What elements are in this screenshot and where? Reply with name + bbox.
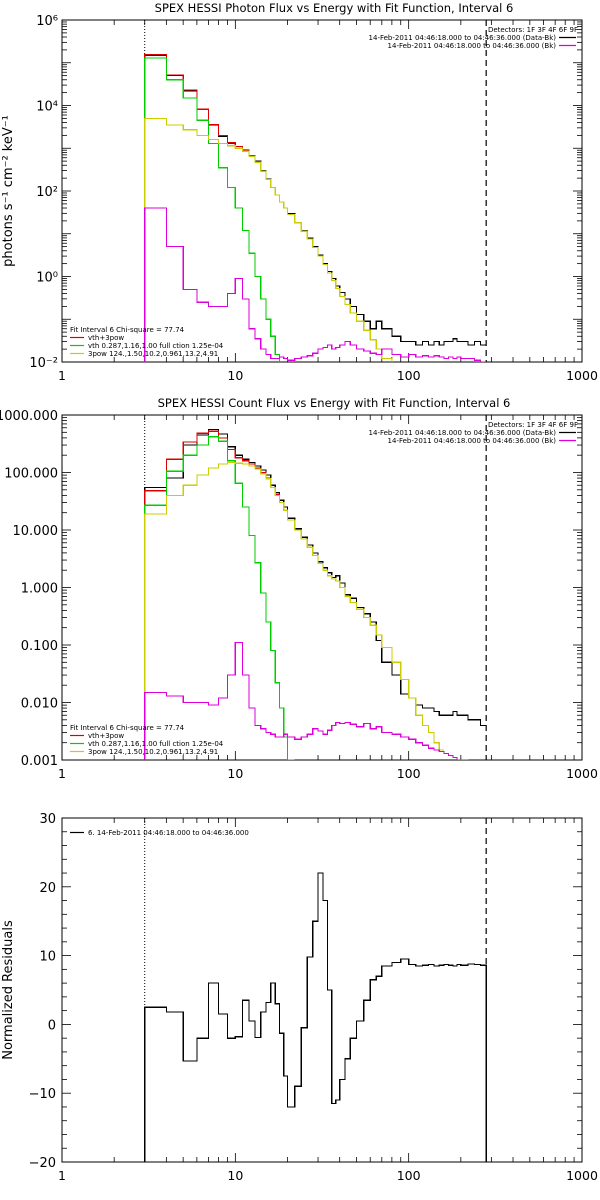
- y-tick-label: 10⁰: [36, 271, 58, 286]
- legend-entry-label: 14-Feb-2011 04:46:18.000 to 04:46:36.000…: [369, 429, 557, 437]
- y-axis-label: Normalized Residuals: [1, 920, 16, 1060]
- y-tick-label: −10: [29, 1087, 56, 1102]
- y-tick-label: 10: [39, 950, 56, 965]
- legend-entry-label: vth 0.287,1.16,1.00 full ction 1.25e-04: [88, 342, 224, 350]
- series-vth-line: [144, 57, 281, 362]
- series-3pow-line: [144, 461, 444, 760]
- y-tick-label: 10⁻²: [29, 356, 58, 371]
- x-tick-label: 100: [397, 368, 421, 383]
- plot-frame: [61, 817, 583, 1163]
- x-tick-label: 1000: [566, 368, 598, 383]
- x-tick-label: 100: [397, 766, 421, 781]
- legend-header: Fit Interval 6 Chi-square = 77.74: [70, 724, 185, 732]
- x-tick-label: 10: [227, 766, 243, 781]
- legend-entry-label: 14-Feb-2011 04:46:18.000 to 04:46:36.000…: [369, 34, 557, 42]
- x-tick-label: 1: [58, 368, 66, 383]
- y-tick-label: 10²: [36, 185, 58, 200]
- series-bk-line: [144, 642, 469, 760]
- chart-title: SPEX HESSI Count Flux vs Energy with Fit…: [158, 396, 511, 410]
- x-tick-label: 1000: [566, 1168, 598, 1183]
- legend-entry-label: vth 0.287,1.16,1.00 full ction 1.25e-04: [88, 740, 224, 748]
- legend-header: Detectors: 1F 3F 4F 6F 9F: [488, 26, 578, 34]
- y-tick-label: 10⁶: [36, 14, 58, 29]
- series-6-14-feb-2011-04-46-18-000-to-04-46-36-000-line: [144, 872, 487, 1162]
- x-tick-label: 1000: [566, 766, 598, 781]
- chart-panel-1: SPEX HESSI Photon Flux vs Energy with Fi…: [1, 1, 598, 383]
- y-tick-label: 0.010: [21, 697, 58, 712]
- legend-header: Detectors: 1F 3F 4F 6F 9F: [488, 421, 578, 429]
- series-3pow-line: [144, 117, 393, 362]
- y-tick-label: 1.000: [21, 582, 58, 597]
- y-tick-label: 0: [48, 1018, 56, 1033]
- legend-entry-label: 14-Feb-2011 04:46:18.000 to 04:46:36.000…: [388, 42, 557, 50]
- legend-header: Fit Interval 6 Chi-square = 77.74: [70, 326, 185, 334]
- series-group: [144, 54, 487, 362]
- legend-entry-label: vth+3pow: [88, 732, 124, 740]
- plot-frame: [61, 414, 583, 761]
- legend-entry-label: 3pow 124.,1.50,10.2,0.961,13.2,4.91: [88, 748, 218, 756]
- legend-entry-label: 14-Feb-2011 04:46:18.000 to 04:46:36.000…: [388, 437, 557, 445]
- x-tick-label: 1: [58, 1168, 66, 1183]
- series-group: [144, 872, 487, 1162]
- chart-title: SPEX HESSI Photon Flux vs Energy with Fi…: [155, 1, 514, 15]
- legend-entry-label: 6. 14-Feb-2011 04:46:18.000 to 04:46:36.…: [88, 829, 249, 837]
- x-tick-label: 10: [227, 368, 243, 383]
- series-bk-line: [144, 207, 487, 362]
- x-tick-label: 1: [58, 766, 66, 781]
- y-tick-label: 20: [39, 881, 56, 896]
- chart-panel-2: SPEX HESSI Count Flux vs Energy with Fit…: [0, 396, 598, 781]
- y-tick-label: 30: [39, 812, 56, 827]
- x-tick-label: 10: [227, 1168, 243, 1183]
- series-vth-line: [144, 436, 295, 760]
- chart-panel-3: 1 10 100 1000 −20 −10 0 10 20 30 Normalized Residu…: [1, 812, 598, 1183]
- y-axis-label: photons s⁻¹ cm⁻² keV⁻¹: [1, 115, 16, 267]
- y-tick-label: −20: [29, 1156, 56, 1171]
- y-tick-label: 0.001: [21, 754, 58, 769]
- y-tick-label: 10.000: [13, 524, 59, 539]
- legend-entry-label: vth+3pow: [88, 334, 124, 342]
- x-tick-label: 100: [397, 1168, 421, 1183]
- plot-frame: [61, 19, 583, 363]
- legend-entry-label: 3pow 124.,1.50,10.2,0.961,13.2,4.91: [88, 350, 218, 358]
- series-group: [144, 428, 487, 760]
- y-tick-label: 10⁴: [36, 100, 58, 115]
- y-tick-label: 0.100: [21, 639, 58, 654]
- y-tick-label: 1000.000: [0, 409, 58, 424]
- y-tick-label: 100.000: [4, 467, 58, 482]
